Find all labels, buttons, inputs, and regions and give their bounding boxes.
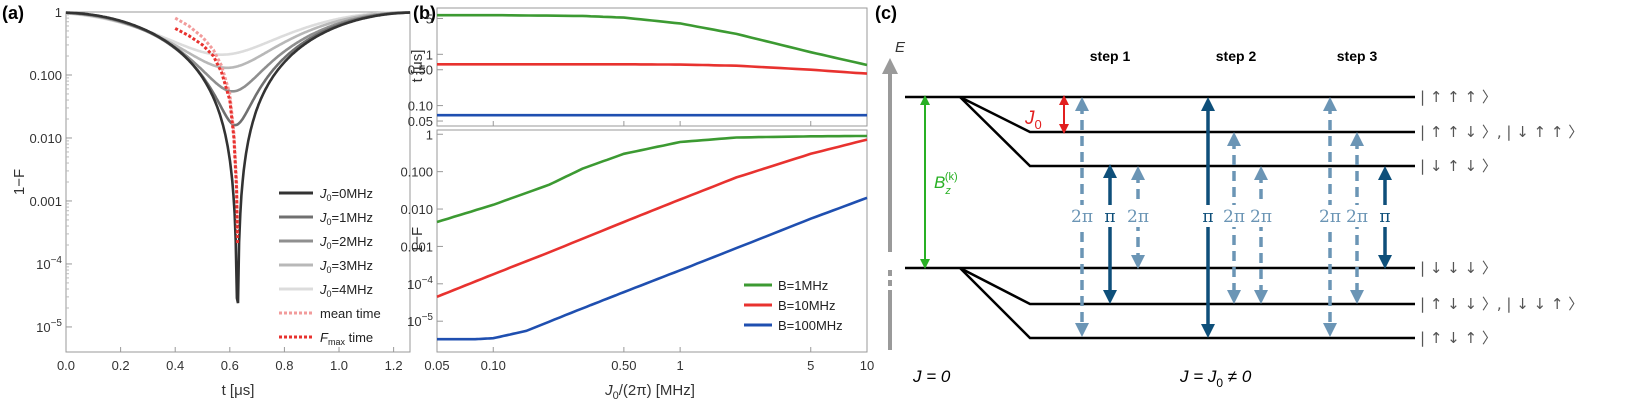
legend-label-b: B=100MHz: [778, 318, 843, 333]
label-pi: π: [1379, 207, 1390, 227]
y-tick-label-a: 10−5: [36, 318, 62, 335]
plot-frame-b-top: [436, 7, 868, 127]
legend-label-a: mean time: [320, 306, 381, 321]
y-tick-label-b-top: 0.50: [408, 63, 433, 78]
ket-bottom-1: | ↑ ↓ ↓ 〉, | ↓ ↓ ↑ 〉: [1420, 295, 1583, 313]
step-label-3: step 3: [1337, 48, 1378, 64]
y-tick-label-a: 0.100: [29, 68, 62, 83]
y-tick-label-b-bottom: 0.010: [400, 202, 433, 217]
series-line-mean-time: [174, 16, 239, 234]
y-axis-label-a: 1−F: [11, 169, 28, 195]
y-tick-label-b-top: 0.10: [408, 99, 433, 114]
legend-label-a: Fmax time: [320, 330, 373, 347]
legend-label-a: J0=4MHz: [319, 282, 373, 299]
label-2pi: 2π: [1223, 207, 1245, 227]
label-pi: π: [1202, 207, 1213, 227]
panel-label-a: (a): [2, 3, 24, 23]
x-tick-label-a: 1.2: [385, 358, 403, 373]
j-nonzero-label: J = J0 ≠ 0: [1179, 367, 1252, 390]
bz-label: Bz(k): [934, 171, 958, 197]
plot-frame-b-bottom: [436, 129, 868, 353]
label-2pi: 2π: [1250, 207, 1272, 227]
legend-label-a: J0=2MHz: [319, 234, 373, 251]
x-tick-label-b: 0.05: [424, 358, 449, 373]
ket-top-1: | ↑ ↑ ↓ 〉, | ↓ ↑ ↑ 〉: [1420, 123, 1583, 141]
label-2pi: 2π: [1127, 207, 1149, 227]
x-axis-label-a: t [μs]: [222, 382, 255, 399]
y-axis-label-b-top: t [μs]: [409, 50, 426, 83]
y-tick-label-b-bottom: 0.100: [400, 165, 433, 180]
x-tick-label-b: 1: [677, 358, 684, 373]
x-tick-label-a: 0.4: [166, 358, 184, 373]
legend-label-b: B=1MHz: [778, 278, 828, 293]
series-line-j0-1mhz: [66, 11, 410, 127]
ket-top-0: | ↑ ↑ ↑ 〉: [1420, 88, 1497, 106]
x-tick-label-a: 0.2: [112, 358, 130, 373]
y-tick-label-b-top: 0.05: [408, 114, 433, 129]
panel-label-b: (b): [413, 3, 436, 23]
level-bottom-2: [959, 267, 1415, 340]
arrow-labels: 2π π 2π π 2π 2π 2π 2π π: [1067, 205, 1393, 227]
legend-label-a: J0=0MHz: [319, 186, 373, 203]
legend-label-a: J0=1MHz: [319, 210, 373, 227]
y-tick-label-b-bottom: 0.001: [400, 239, 433, 254]
level-bottom-1: [959, 266, 1415, 306]
series-line-j0-0mhz: [65, 11, 410, 304]
series-line-bottom-b-100mhz: [437, 196, 868, 341]
panel-label-c: (c): [875, 3, 897, 23]
legend-label-a: J0=3MHz: [319, 258, 373, 275]
level-top-2: [959, 96, 1415, 168]
label-2pi: 2π: [1346, 207, 1368, 227]
ket-top-2: | ↓ ↑ ↓ 〉: [1420, 157, 1497, 175]
x-axis-label-b: J0/(2π) [MHz]: [604, 382, 695, 402]
series-line-top-b-1mhz: [437, 13, 868, 67]
step-label-1: step 1: [1090, 48, 1131, 64]
series-line-bottom-b-1mhz: [436, 134, 867, 224]
energy-axis-label: E: [895, 39, 906, 56]
level-top-1: [959, 95, 1415, 134]
x-tick-label-a: 1.0: [330, 358, 348, 373]
energy-diagram-c: E Bz(k) J0 step 1 step 2 step 3: [882, 39, 1583, 390]
y-tick-label-a: 0.010: [29, 131, 62, 146]
y-tick-label-a: 1: [55, 5, 62, 20]
y-tick-label-b-bottom: 10−5: [407, 312, 433, 329]
label-pi: π: [1104, 207, 1115, 227]
x-tick-label-a: 0.6: [221, 358, 239, 373]
chart-panel-b: 0.05 0.10 0.50 1 5 100.050.100.501510−510−40.…: [400, 7, 874, 402]
legend-label-b: B=10MHz: [778, 298, 835, 313]
y-tick-label-b-top: 1: [426, 47, 433, 62]
chart-panel-a: 0.0 0.2 0.4 0.6 0.8 1.0 1.2 10−5 10−4 0.001 0.010 0…: [11, 5, 411, 399]
x-tick-label-b: 5: [807, 358, 814, 373]
y-axis-label-b-bottom: 1−F: [409, 227, 426, 253]
label-2pi: 2π: [1319, 207, 1341, 227]
series-line-fmax-time: [174, 27, 239, 246]
y-tick-label-a: 10−4: [36, 255, 62, 272]
ket-bottom-2: | ↑ ↓ ↑ 〉: [1420, 329, 1497, 347]
j0-label: J0: [1024, 108, 1042, 132]
y-tick-label-a: 0.001: [29, 194, 62, 209]
step-label-2: step 2: [1216, 48, 1257, 64]
y-tick-label-b-bottom: 10−4: [407, 275, 433, 292]
series-line-top-b-10mhz: [437, 63, 868, 75]
label-2pi: 2π: [1071, 207, 1093, 227]
x-tick-label-a: 0.8: [275, 358, 293, 373]
ket-bottom-0: | ↓ ↓ ↓ 〉: [1420, 259, 1497, 277]
y-tick-label-b-top: 5: [426, 11, 433, 26]
j-zero-label: J = 0: [912, 367, 951, 386]
x-tick-label-b: 0.50: [611, 358, 636, 373]
x-tick-label-a: 0.0: [57, 358, 75, 373]
x-tick-label-b: 10: [860, 358, 874, 373]
series-line-bottom-b-10mhz: [436, 138, 868, 299]
y-tick-label-b-bottom: 1: [426, 127, 433, 142]
x-tick-label-b: 0.10: [481, 358, 506, 373]
